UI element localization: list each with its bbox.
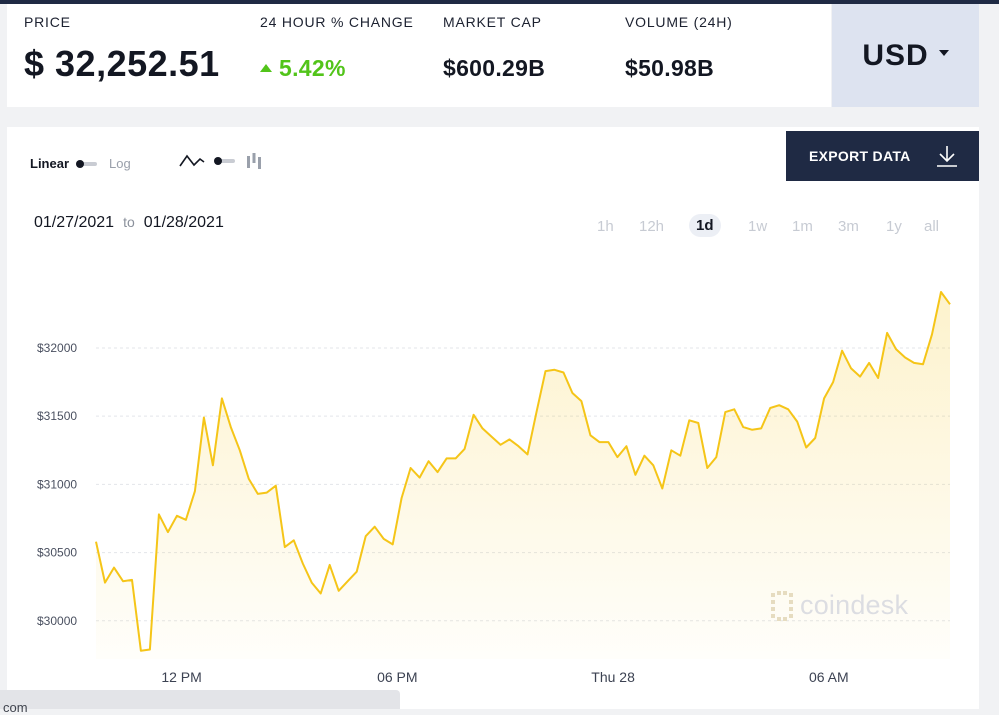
up-arrow-icon xyxy=(260,63,272,72)
chart-type-switch[interactable] xyxy=(214,157,235,165)
y-tick-label: $30000 xyxy=(37,614,77,628)
price-label: PRICE xyxy=(24,14,71,30)
scale-toggle[interactable]: Linear Log xyxy=(30,156,131,171)
x-tick-label: 06 PM xyxy=(377,669,417,685)
period-1m[interactable]: 1m xyxy=(792,218,813,235)
scale-linear-label[interactable]: Linear xyxy=(30,156,70,171)
top-strip xyxy=(0,0,999,4)
volume-label: VOLUME (24H) xyxy=(625,14,733,30)
change-percent: 5.42% xyxy=(279,55,346,81)
period-1d[interactable]: 1d xyxy=(689,214,721,237)
caret-down-icon xyxy=(938,49,949,56)
currency-value: USD xyxy=(862,38,929,72)
y-axis: $30000 $30500 $31000 $31500 $32000 xyxy=(37,341,77,628)
change-value: 5.42% xyxy=(260,55,414,82)
line-chart-icon[interactable] xyxy=(179,153,205,169)
chart-type-toggle[interactable] xyxy=(179,152,263,170)
change-stat: 24 HOUR % CHANGE 5.42% xyxy=(260,14,414,82)
period-1w[interactable]: 1w xyxy=(748,218,768,235)
status-bar: com xyxy=(0,690,400,715)
currency-dropdown[interactable]: USD xyxy=(832,4,979,107)
date-range: 01/27/2021 to 01/28/2021 xyxy=(34,214,224,232)
period-12h[interactable]: 12h xyxy=(639,218,665,235)
volume-value: $50.98B xyxy=(625,55,715,81)
x-axis: 12 PM 06 PM Thu 28 06 AM xyxy=(161,669,848,685)
period-1h[interactable]: 1h xyxy=(597,218,614,235)
y-tick-label: $31000 xyxy=(37,477,77,491)
coindesk-watermark: coindesk xyxy=(770,590,908,621)
range-to: to xyxy=(123,214,135,230)
range-start[interactable]: 01/27/2021 xyxy=(34,214,115,231)
market-cap-value: $600.29B xyxy=(443,55,546,81)
y-tick-label: $32000 xyxy=(37,341,77,355)
price-value: $ 32,252.51 xyxy=(24,43,220,84)
x-tick-label: 12 PM xyxy=(161,669,201,685)
range-end[interactable]: 01/28/2021 xyxy=(143,214,224,231)
export-data-button[interactable]: EXPORT DATA xyxy=(786,131,979,181)
period-3m[interactable]: 3m xyxy=(838,218,859,235)
market-cap-stat: MARKET CAP $600.29B xyxy=(443,14,545,82)
market-cap-label: MARKET CAP xyxy=(443,14,542,30)
period-1y[interactable]: 1y xyxy=(886,218,902,235)
x-tick-label: Thu 28 xyxy=(591,669,635,685)
price-line xyxy=(95,291,951,652)
y-tick-label: $30500 xyxy=(37,546,77,560)
x-tick-label: 06 AM xyxy=(809,669,849,685)
change-label: 24 HOUR % CHANGE xyxy=(260,14,414,30)
chart-type-knob xyxy=(214,157,222,165)
stats-bar: PRICE $ 32,252.51 24 HOUR % CHANGE 5.42%… xyxy=(7,4,831,107)
watermark-text: coindesk xyxy=(800,590,909,620)
price-stat: PRICE $ 32,252.51 xyxy=(24,14,220,85)
volume-stat: VOLUME (24H) $50.98B xyxy=(625,14,733,82)
y-tick-label: $31500 xyxy=(37,409,77,423)
period-all[interactable]: all xyxy=(924,218,940,235)
scale-switch[interactable] xyxy=(76,159,98,168)
scale-log-label[interactable]: Log xyxy=(109,156,131,171)
export-data-label: EXPORT DATA xyxy=(809,148,911,164)
status-text: com xyxy=(3,700,28,715)
candlestick-chart-icon[interactable] xyxy=(245,152,263,170)
price-area xyxy=(96,292,950,659)
coindesk-logo-icon xyxy=(771,590,793,621)
scale-switch-knob xyxy=(76,159,85,168)
download-icon xyxy=(937,146,957,167)
price-chart: $30000 $30500 $31000 $31500 $32000 12 PM 06 P… xyxy=(37,291,951,685)
